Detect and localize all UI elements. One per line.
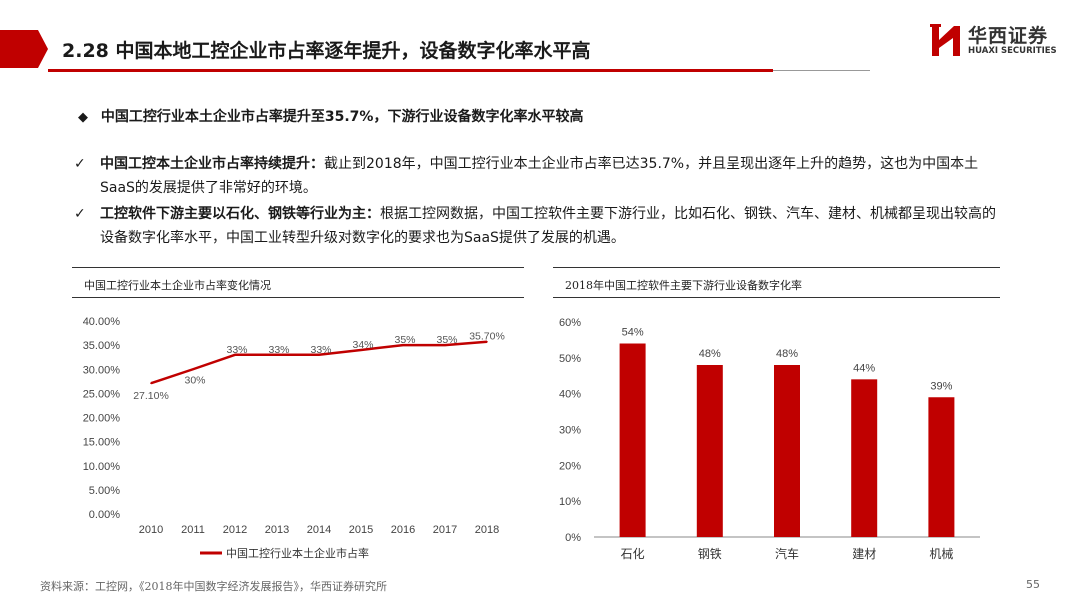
data-label: 30% — [184, 374, 205, 386]
data-label: 48% — [699, 348, 721, 360]
data-point — [360, 349, 362, 351]
y-tick-label: 5.00% — [89, 485, 120, 497]
x-tick-label: 汽车 — [775, 546, 799, 561]
data-point — [402, 344, 404, 346]
data-point — [486, 340, 488, 343]
lead-text: 中国工控行业本土企业市占率提升至35.7%，下游行业设备数字化率水平较高 — [100, 109, 584, 125]
y-tick-label: 40% — [559, 389, 581, 401]
bar — [774, 365, 800, 537]
x-tick-label: 2017 — [433, 524, 457, 536]
data-label: 34% — [352, 339, 373, 351]
bullet-item: ✓ 中国工控本土企业市占率持续提升：截止到2018年，中国工控行业本土企业市占率… — [74, 152, 1004, 200]
panel-top-rule — [553, 267, 1000, 268]
x-tick-label: 2010 — [139, 524, 163, 536]
y-tick-label: 30.00% — [83, 364, 121, 376]
data-point — [318, 353, 320, 356]
panel-title-rule — [72, 297, 524, 298]
bar — [928, 397, 955, 537]
x-tick-label: 2013 — [265, 524, 289, 536]
x-tick-label: 钢铁 — [698, 547, 722, 561]
title-accent-tab — [0, 30, 48, 68]
market-share-line-chart: 0.00% 5.00% 10.00% 15.00% 20.00% 25.00% 30.00%… — [83, 316, 505, 560]
data-point — [444, 344, 446, 346]
bullet-text: 根据工控网数据，中国工控软件主要下游行业，比如石化、钢铁、汽车、建材、机械都呈现… — [100, 206, 996, 246]
bullet-title: 工控软件下游主要以石化、钢铁等行业为主： — [100, 206, 380, 222]
bullet-item: ✓ 工控软件下游主要以石化、钢铁等行业为主：根据工控网数据，中国工控软件主要下游… — [74, 202, 1004, 250]
diamond-bullet-icon: ◆ — [78, 110, 88, 125]
x-tick-label: 2014 — [307, 524, 331, 536]
data-point — [192, 368, 194, 371]
y-tick-label: 0% — [565, 532, 581, 544]
data-point — [276, 353, 278, 356]
y-tick-label: 10% — [559, 496, 581, 508]
data-label: 33% — [310, 344, 331, 356]
chart-title: 中国工控行业本土企业市占率变化情况 — [84, 279, 271, 292]
bullet-title: 中国工控本土企业市占率持续提升： — [100, 156, 324, 172]
bar — [619, 343, 646, 537]
page-title: 2.28 中国本地工控企业市占率逐年提升，设备数字化率水平高 — [62, 40, 591, 62]
y-tick-label: 50% — [559, 353, 581, 365]
logo-name-en: HUAXI SECURITIES — [968, 46, 1057, 56]
title-underline — [48, 69, 773, 72]
bullet-list: ✓ 中国工控本土企业市占率持续提升：截止到2018年，中国工控行业本土企业市占率… — [74, 152, 1004, 252]
panel-title-rule — [553, 297, 1000, 298]
x-tick-label: 2011 — [181, 524, 205, 536]
y-tick-label: 30% — [559, 425, 581, 437]
bullet-text: 截止到2018年，中国工控行业本土企业市占率已达35.7%，并且呈现出逐年上升的… — [100, 156, 979, 196]
checkmark-icon: ✓ — [74, 206, 86, 222]
data-label: 33% — [226, 344, 247, 356]
data-label: 35% — [436, 334, 457, 346]
y-tick-label: 15.00% — [83, 437, 121, 449]
data-point — [150, 382, 152, 385]
digitization-rate-bar-chart: 0% 10% 20% 30% 40% 50% 60% 54% 石化 48% 钢铁 48% 汽车 44% 建材… — [559, 317, 980, 561]
market-share-chart-panel: 中国工控行业本土企业市占率变化情况 0.00% 5.00% 10.00% 15.00%… — [72, 267, 524, 567]
bar — [851, 379, 878, 537]
x-tick-label: 2015 — [349, 524, 373, 536]
y-tick-label: 60% — [559, 317, 581, 329]
logo-name-cn: 华西证券 — [968, 25, 1049, 47]
data-label: 35.70% — [469, 331, 505, 343]
x-tick-label: 2012 — [223, 524, 247, 536]
page-number: 55 — [1026, 578, 1040, 591]
lead-statement: ◆ 中国工控行业本土企业市占率提升至35.7%，下游行业设备数字化率水平较高 — [78, 106, 583, 126]
digitization-rate-chart-panel: 2018年中国工控软件主要下游行业设备数字化率 0% 10% 20% 30% 40% 50… — [553, 267, 1000, 567]
data-label: 48% — [776, 348, 798, 360]
y-tick-label: 20% — [559, 460, 581, 472]
huaxi-logo-mark-icon — [930, 24, 960, 56]
y-tick-label: 20.00% — [83, 413, 121, 425]
bar — [696, 365, 723, 537]
data-label: 33% — [268, 344, 289, 356]
y-tick-label: 0.00% — [89, 509, 120, 521]
panel-top-rule — [72, 267, 524, 268]
x-tick-label: 2016 — [391, 524, 415, 536]
legend-label: 中国工控行业本土企业市占率 — [226, 546, 369, 560]
huaxi-logo: 华西证券 HUAXI SECURITIES — [930, 20, 1065, 62]
title-underline-extension — [773, 70, 870, 71]
y-tick-label: 40.00% — [83, 316, 121, 328]
chart-title: 2018年中国工控软件主要下游行业设备数字化率 — [565, 279, 802, 292]
data-label: 39% — [930, 380, 952, 392]
data-label: 35% — [394, 334, 415, 346]
checkmark-icon: ✓ — [74, 156, 86, 172]
y-tick-label: 25.00% — [83, 388, 121, 400]
x-tick-label: 石化 — [621, 547, 645, 561]
y-tick-label: 35.00% — [83, 340, 121, 352]
x-tick-label: 机械 — [929, 546, 953, 561]
data-label: 44% — [853, 362, 875, 374]
data-label: 54% — [622, 327, 644, 339]
data-label: 27.10% — [133, 390, 169, 402]
x-tick-label: 2018 — [475, 524, 499, 536]
y-tick-label: 10.00% — [83, 461, 121, 473]
source-note: 资料来源：工控网，《2018年中国数字经济发展报告》，华西证券研究所 — [40, 580, 387, 593]
x-tick-label: 建材 — [852, 547, 876, 561]
data-point — [234, 353, 236, 356]
